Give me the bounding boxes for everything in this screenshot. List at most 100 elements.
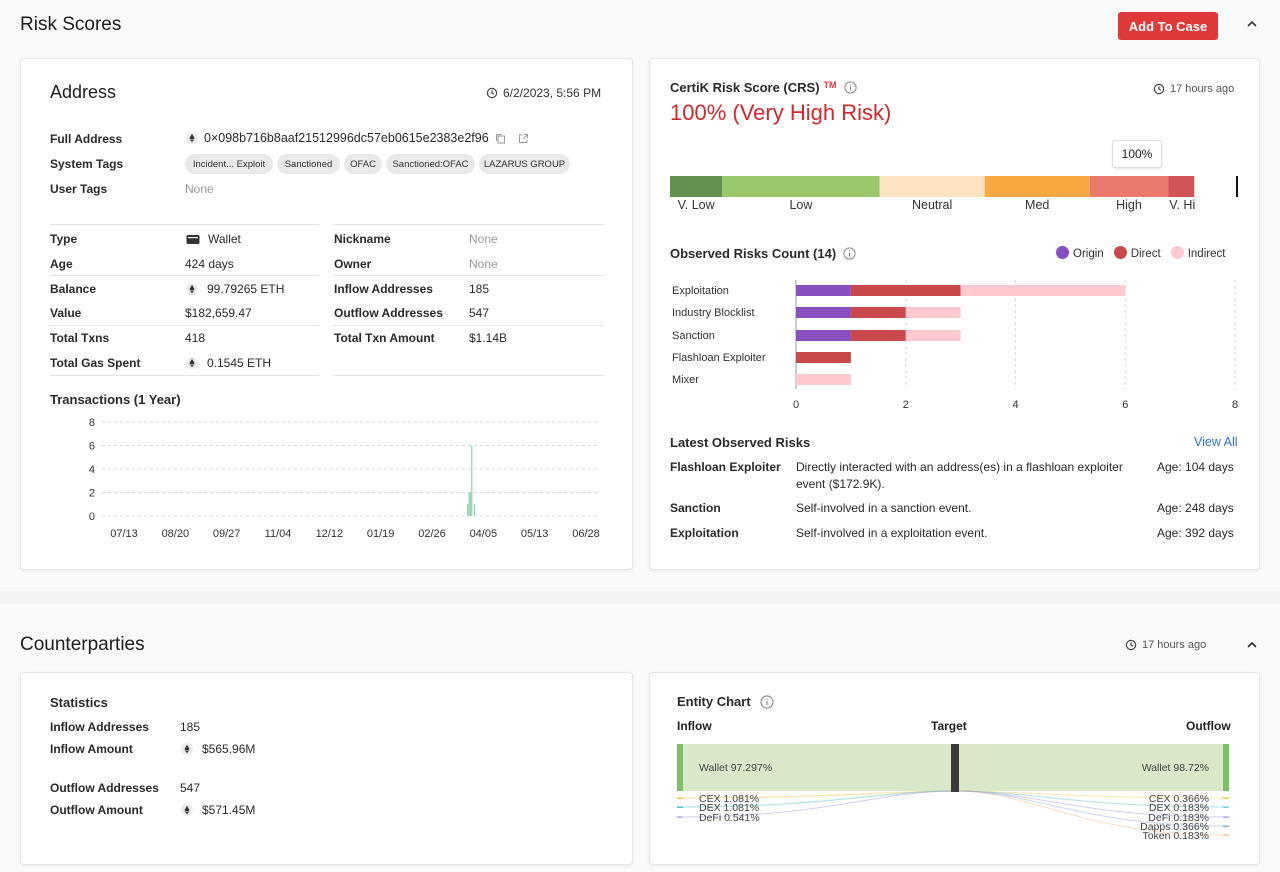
inflow-wallet-node[interactable] xyxy=(677,744,683,791)
inflow-defi-label: DeFi 0.541% xyxy=(699,812,760,824)
inflow-dex-node[interactable] xyxy=(677,806,683,809)
ethereum-icon xyxy=(186,283,198,295)
crs-updated-text: 17 hours ago xyxy=(1170,83,1235,95)
risk-level-label: Med xyxy=(1025,198,1049,212)
inflow-addresses-label: Inflow Addresses xyxy=(50,720,149,734)
x-tick-label: 4 xyxy=(1012,399,1018,411)
transaction-bar xyxy=(469,492,472,516)
info-icon[interactable] xyxy=(843,81,857,94)
transaction-bar xyxy=(471,445,473,516)
outflow-wallet-node[interactable] xyxy=(1223,744,1229,791)
history-clock-icon xyxy=(1153,83,1165,95)
category-label: Sanction xyxy=(672,330,715,342)
latest-risk-age: Age: 104 days xyxy=(1157,460,1234,474)
x-tick-label: 2 xyxy=(903,399,909,411)
risk-bar-indirect xyxy=(960,285,1126,296)
outflow-amount-label: Outflow Amount xyxy=(50,803,143,817)
crs-updated: 17 hours ago xyxy=(1153,83,1234,95)
system-tag[interactable]: OFAC xyxy=(344,154,382,174)
type-text: Wallet xyxy=(208,232,241,246)
counterparties-updated-text: 17 hours ago xyxy=(1142,639,1207,651)
legend-direct[interactable]: Direct xyxy=(1113,246,1161,260)
risk-bar-direct xyxy=(796,352,851,363)
user-tags-value: None xyxy=(185,182,214,196)
x-tick-label: 12/12 xyxy=(316,528,344,540)
external-link-icon[interactable] xyxy=(518,133,529,144)
observed-risks-title-row: Observed Risks Count (14) xyxy=(670,246,856,261)
field-value-nickname: None xyxy=(469,232,498,246)
inflow-cex-label: CEX 1.081% xyxy=(699,793,759,805)
observed-risks-chart: 0 2 4 6 8 Exploitation Industry Blocklist Sanct… xyxy=(672,280,1238,411)
risk-level-segment xyxy=(670,176,723,197)
system-tag[interactable]: Sanctioned:OFAC xyxy=(386,154,475,174)
risk-level-segment xyxy=(879,176,985,197)
outflow-defi-label: DeFi 0.183% xyxy=(1148,812,1209,824)
ethereum-icon xyxy=(186,132,198,144)
inflow-dex-flow xyxy=(681,790,952,808)
outflow-defi-flow xyxy=(958,790,1225,818)
inflow-defi-node[interactable] xyxy=(677,816,683,818)
transactions-chart: 0 2 4 6 8 07/13 08/20 09/27 11/04 12/12 01/19 02/26… xyxy=(89,417,600,540)
outflow-dapps-label: Dapps 0.366% xyxy=(1140,821,1209,833)
risk-level-segment xyxy=(722,176,880,197)
system-tag[interactable]: LAZARUS GROUP xyxy=(479,154,570,174)
x-tick-label: 8 xyxy=(1232,399,1238,411)
x-tick-label: 0 xyxy=(793,399,799,411)
outflow-defi-node[interactable] xyxy=(1223,816,1229,818)
y-tick-label: 6 xyxy=(89,441,95,453)
divider xyxy=(50,375,319,376)
outflow-amount-value: $571.45M xyxy=(202,803,256,817)
legend-indirect[interactable]: Indirect xyxy=(1170,246,1225,260)
info-icon[interactable] xyxy=(760,694,774,709)
outflow-dex-flow xyxy=(958,790,1225,808)
outflow-token-node[interactable] xyxy=(1223,834,1229,836)
target-node[interactable] xyxy=(951,744,959,792)
collapse-chevron-up-icon[interactable] xyxy=(1244,637,1260,653)
divider xyxy=(50,224,319,225)
field-value-total-txns: 418 xyxy=(185,331,206,345)
risk-level-label: V. Hi xyxy=(1169,198,1195,212)
info-icon[interactable] xyxy=(843,247,856,260)
address-card-title: Address xyxy=(50,82,117,102)
field-value-inflow-addresses: 185 xyxy=(469,282,490,296)
add-to-case-button[interactable]: Add To Case xyxy=(1118,12,1218,40)
outflow-dex-node[interactable] xyxy=(1223,806,1229,808)
outflow-cex-node[interactable] xyxy=(1223,797,1229,799)
risk-level-label: Neutral xyxy=(912,198,952,212)
risk-bar-direct xyxy=(850,285,961,296)
outflow-token-label: Token 0.183% xyxy=(1142,830,1209,842)
inflow-header: Inflow xyxy=(677,719,712,733)
transaction-bar xyxy=(473,504,476,516)
divider xyxy=(333,275,604,276)
observed-risks-title: Observed Risks Count (14) xyxy=(670,246,837,261)
outflow-dapps-node[interactable] xyxy=(1223,825,1229,827)
field-label-total-txn-amount: Total Txn Amount xyxy=(334,331,435,345)
risk-scale-bar: V. Low Low Neutral Med High V. Hi xyxy=(670,176,1238,212)
category-label: Exploitation xyxy=(672,285,729,297)
x-tick-label: 06/28 xyxy=(572,528,600,540)
x-tick-label: 08/20 xyxy=(162,528,190,540)
inflow-cex-node[interactable] xyxy=(677,797,683,800)
copy-icon[interactable] xyxy=(495,133,506,144)
field-label-inflow-addresses: Inflow Addresses xyxy=(334,282,433,296)
divider xyxy=(50,275,319,276)
risk-legend: Origin Direct Indirect xyxy=(1056,246,1225,260)
risk-scores-title: Risk Scores xyxy=(20,14,122,35)
system-tag[interactable]: Sanctioned xyxy=(277,154,340,174)
crs-score: 100% (Very High Risk) xyxy=(670,100,892,125)
field-label-owner: Owner xyxy=(334,257,372,271)
system-tag[interactable]: Incident... Exploit xyxy=(185,154,273,174)
crs-title-row: CertiK Risk Score (CRS) TM xyxy=(670,80,857,95)
view-all-link[interactable]: View All xyxy=(1194,435,1238,449)
risk-level-segment xyxy=(1168,176,1195,197)
outflow-dapps-flow xyxy=(958,790,1225,827)
full-address-value[interactable]: 0×098b716b8aaf21512996dc57eb0615e2383e2f… xyxy=(204,131,489,145)
target-header: Target xyxy=(931,719,967,733)
legend-origin[interactable]: Origin xyxy=(1056,246,1104,260)
x-tick-label: 09/27 xyxy=(213,528,241,540)
field-value-balance: 99.79265 ETH xyxy=(186,282,284,296)
collapse-chevron-up-icon[interactable] xyxy=(1244,16,1260,32)
outflow-dex-label: DEX 0.183% xyxy=(1149,802,1209,814)
field-value-type: Wallet xyxy=(186,232,241,246)
latest-risk-name: Exploitation xyxy=(670,526,739,540)
